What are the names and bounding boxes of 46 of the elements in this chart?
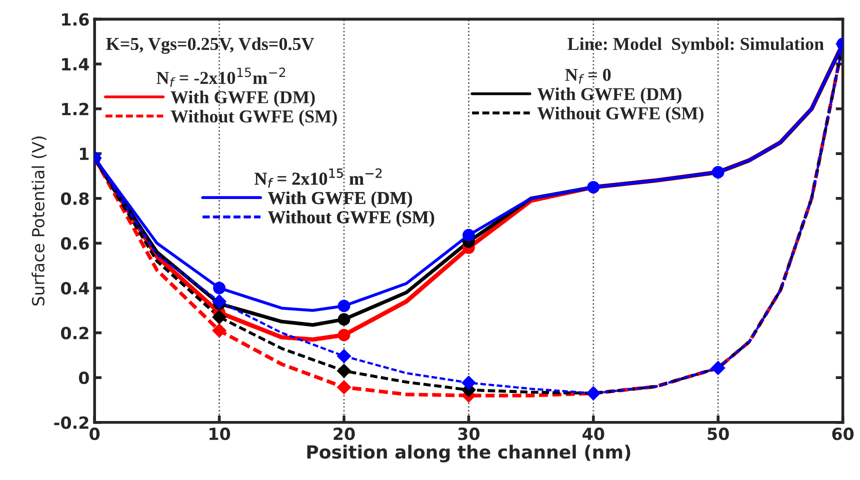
x-axis-title: Position along the channel (nm) [307, 444, 630, 462]
legend-label: Without GWFE (SM) [170, 110, 337, 126]
annotation: Line: Model Symbol: Simulation [568, 37, 824, 54]
annotation: N$_{f}$ = 2x10$^{15}$ m$^{−2}$ [254, 168, 382, 188]
point [336, 348, 352, 364]
annotation: N$_{f}$ = -2x10$^{15}$m$^{−2}$ [156, 68, 286, 87]
x-tick-label: 60 [832, 428, 854, 440]
legend-label: Without GWFE (SM) [537, 106, 704, 124]
point [338, 313, 350, 326]
y-tick-label: 0.2 [61, 326, 88, 340]
legend-label: With GWFE (DM) [268, 191, 412, 208]
y-tick-label: 1.6 [62, 13, 89, 26]
point [586, 386, 601, 401]
point [336, 364, 352, 378]
point [461, 375, 476, 390]
y-axis-title: Surface Potential (V) [32, 136, 46, 306]
x-tick-label: 10 [210, 428, 230, 440]
point [587, 180, 600, 194]
x-tick-label: 20 [334, 428, 355, 440]
x-tick-label: 30 [458, 428, 480, 440]
y-tick-label: 1 [80, 148, 89, 160]
point [710, 360, 726, 376]
legend-label: With GWFE (DM) [537, 88, 682, 104]
point [712, 166, 724, 178]
legend-label: With GWFE (DM) [170, 90, 315, 108]
point [336, 380, 352, 395]
y-tick-label: 0.4 [61, 282, 89, 295]
y-tick-label: 0.6 [61, 237, 89, 250]
y-tick-label: 1.2 [62, 102, 88, 116]
y-tick-label: 0.8 [61, 192, 89, 205]
annotation: K=5, Vgs=0.25V, Vds=0.5V [106, 37, 314, 54]
point [212, 294, 227, 309]
point [212, 310, 227, 324]
point [338, 300, 350, 312]
point [213, 282, 226, 294]
point [338, 328, 350, 342]
point [212, 323, 227, 338]
annotation: N$_{f}$ = 0 [565, 68, 611, 84]
x-tick-label: 50 [708, 428, 729, 440]
y-tick-label: 1.4 [62, 58, 89, 70]
x-tick-label: 40 [582, 428, 604, 440]
y-tick-label: 0 [78, 372, 89, 384]
x-tick-label: 0 [90, 428, 100, 440]
point [462, 228, 475, 242]
legend-label: Without GWFE (SM) [268, 210, 434, 228]
y-tick-label: -0.2 [54, 416, 88, 429]
